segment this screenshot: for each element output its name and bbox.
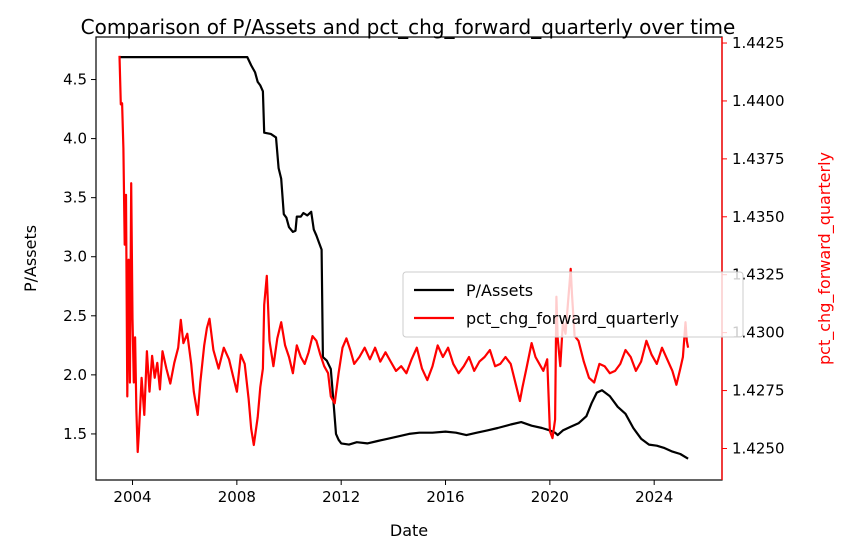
x-tick-label: 2024 <box>635 488 673 506</box>
legend: P/Assets pct_chg_forward_quarterly <box>402 271 744 338</box>
legend-box <box>402 271 744 338</box>
y2-tick-label: 1.4300 <box>732 324 785 342</box>
x-axis-label: Date <box>390 521 428 540</box>
legend-label-pct-chg: pct_chg_forward_quarterly <box>466 309 679 329</box>
legend-label-p-assets: P/Assets <box>466 281 533 300</box>
plot-area: 2004 2008 2012 2016 2020 2024 1.5 2.0 2.5 3.0 3.5… <box>63 34 784 506</box>
y2-tick-label: 1.4275 <box>732 382 785 400</box>
x-tick-label: 2008 <box>218 488 256 506</box>
x-tick-label: 2012 <box>322 488 360 506</box>
y-tick-label: 4.5 <box>63 71 87 89</box>
y2-tick-label: 1.4250 <box>732 439 785 457</box>
y2-tick-label: 1.4400 <box>732 92 785 110</box>
y-axis-right: 1.4250 1.4275 1.4300 1.4325 1.4350 1.4375 1.44… <box>721 34 785 480</box>
y2-tick-label: 1.4350 <box>732 208 785 226</box>
y-tick-label: 2.0 <box>63 366 87 384</box>
y-tick-label: 2.5 <box>63 307 87 325</box>
x-tick-label: 2020 <box>531 488 569 506</box>
y2-tick-label: 1.4425 <box>732 34 785 52</box>
x-tick-label: 2016 <box>426 488 464 506</box>
y-tick-label: 1.5 <box>63 425 87 443</box>
y-tick-label: 3.5 <box>63 189 87 207</box>
x-tick-label: 2004 <box>113 488 151 506</box>
x-axis: 2004 2008 2012 2016 2020 2024 <box>113 480 673 506</box>
y2-tick-label: 1.4325 <box>732 266 785 284</box>
y-axis-left: 1.5 2.0 2.5 3.0 3.5 4.0 4.5 <box>63 71 96 443</box>
y-axis-label: P/Assets <box>21 225 40 292</box>
y-tick-label: 4.0 <box>63 130 87 148</box>
chart-title: Comparison of P/Assets and pct_chg_forwa… <box>81 15 736 39</box>
series-line-0 <box>119 56 689 460</box>
y-tick-label: 3.0 <box>63 248 87 266</box>
y2-axis-label: pct_chg_forward_quarterly <box>815 152 835 365</box>
y2-tick-label: 1.4375 <box>732 150 785 168</box>
